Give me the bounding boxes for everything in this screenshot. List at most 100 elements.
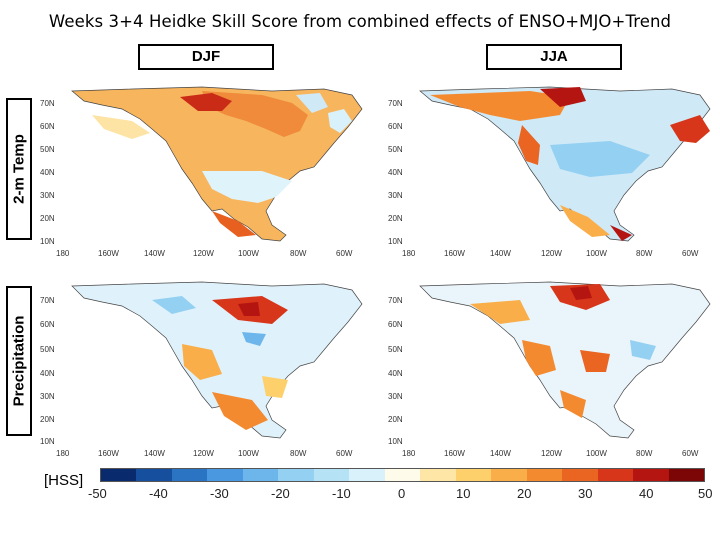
lat-tick-60n-right-bottom: 60N — [388, 320, 403, 329]
lat-tick-70n-left-top: 70N — [40, 99, 55, 108]
lon-tick-180-bottom-left: 180 — [56, 449, 70, 458]
lat-tick-20n-right-bottom: 20N — [388, 415, 403, 424]
lat-tick-50n-left-top: 50N — [40, 145, 55, 154]
lat-tick-20n-left-bottom: 20N — [40, 415, 55, 424]
colorbar-swatch-1 — [136, 469, 172, 481]
lon-tick-160w-top-right: 160W — [444, 249, 465, 258]
colorbar-swatch-11 — [491, 469, 527, 481]
lat-tick-50n-right-top: 50N — [388, 145, 403, 154]
map-precip-djf — [62, 280, 366, 440]
lat-tick-70n-right-bottom: 70N — [388, 296, 403, 305]
lat-tick-70n-left-bottom: 70N — [40, 296, 55, 305]
lon-tick-140w-top-left: 140W — [144, 249, 165, 258]
lon-tick-160w-bottom-right: 160W — [444, 449, 465, 458]
colorbar-swatch-3 — [207, 469, 243, 481]
season-label-djf: DJF — [138, 44, 274, 70]
lat-tick-50n-right-bottom: 50N — [388, 345, 403, 354]
colorbar-tick-10: 10 — [456, 486, 471, 501]
colorbar-tick-40: 40 — [639, 486, 654, 501]
lon-tick-80w-top-right: 80W — [636, 249, 653, 258]
map-precip-djf-svg — [71, 281, 363, 439]
map-temp-jja — [410, 85, 714, 242]
lat-tick-60n-left-bottom: 60N — [40, 320, 55, 329]
lon-tick-120w-top-left: 120W — [193, 249, 214, 258]
lat-tick-60n-right-top: 60N — [388, 122, 403, 131]
page-title: Weeks 3+4 Heidke Skill Score from combin… — [48, 12, 672, 31]
colorbar-swatch-16 — [668, 469, 704, 481]
lat-tick-40n-right-top: 40N — [388, 168, 403, 177]
row-label-temp: 2-m Temp — [6, 98, 32, 240]
lat-tick-30n-right-bottom: 30N — [388, 392, 403, 401]
lon-tick-60w-bottom-left: 60W — [336, 449, 353, 458]
colorbar-swatch-2 — [171, 469, 208, 481]
colorbar-tick-30: 30 — [578, 486, 593, 501]
lon-tick-180-top-left: 180 — [56, 249, 70, 258]
lon-tick-100w-top-left: 100W — [238, 249, 259, 258]
lon-tick-120w-bottom-left: 120W — [193, 449, 214, 458]
lat-tick-70n-right-top: 70N — [388, 99, 403, 108]
lat-tick-10n-right-bottom: 10N — [388, 437, 403, 446]
row-label-precip: Precipitation — [6, 286, 32, 436]
lon-tick-180-top-right: 180 — [402, 249, 416, 258]
map-temp-jja-svg — [419, 86, 711, 242]
colorbar-swatch-9 — [420, 469, 456, 481]
colorbar-tick--20: -20 — [271, 486, 290, 501]
lon-tick-120w-top-right: 120W — [541, 249, 562, 258]
lon-tick-140w-top-right: 140W — [490, 249, 511, 258]
map-precip-jja-svg — [419, 281, 711, 439]
colorbar-swatch-0 — [101, 469, 137, 481]
lat-tick-40n-left-bottom: 40N — [40, 369, 55, 378]
lon-tick-60w-top-left: 60W — [336, 249, 353, 258]
row-label-precip-text: Precipitation — [10, 315, 28, 407]
lat-tick-20n-left-top: 20N — [40, 214, 55, 223]
colorbar-swatch-4 — [242, 469, 279, 481]
lon-tick-140w-bottom-right: 140W — [490, 449, 511, 458]
lon-tick-80w-top-left: 80W — [290, 249, 307, 258]
map-precip-jja — [410, 280, 714, 440]
lon-tick-60w-top-right: 60W — [682, 249, 699, 258]
lon-tick-100w-bottom-right: 100W — [586, 449, 607, 458]
colorbar-swatch-12 — [526, 469, 563, 481]
lat-tick-30n-right-top: 30N — [388, 191, 403, 200]
lat-tick-10n-left-bottom: 10N — [40, 437, 55, 446]
lat-tick-40n-right-bottom: 40N — [388, 369, 403, 378]
lat-tick-20n-right-top: 20N — [388, 214, 403, 223]
colorbar-swatch-10 — [455, 469, 492, 481]
row-label-temp-text: 2-m Temp — [10, 134, 28, 204]
lon-tick-60w-bottom-right: 60W — [682, 449, 699, 458]
season-label-jja: JJA — [486, 44, 622, 70]
colorbar-tick-50: 50 — [698, 486, 713, 501]
lat-tick-40n-left-top: 40N — [40, 168, 55, 177]
colorbar-swatch-13 — [562, 469, 598, 481]
colorbar-swatch-8 — [384, 469, 421, 481]
map-temp-djf — [62, 85, 366, 242]
lat-tick-30n-left-top: 30N — [40, 191, 55, 200]
colorbar-tick-20: 20 — [517, 486, 532, 501]
lon-tick-160w-top-left: 160W — [98, 249, 119, 258]
lon-tick-100w-bottom-left: 100W — [238, 449, 259, 458]
lat-tick-50n-left-bottom: 50N — [40, 345, 55, 354]
colorbar-unit-label: [HSS] — [44, 472, 84, 489]
colorbar-tick--40: -40 — [149, 486, 168, 501]
lon-tick-80w-bottom-right: 80W — [636, 449, 653, 458]
colorbar-swatch-15 — [633, 469, 669, 481]
lon-tick-80w-bottom-left: 80W — [290, 449, 307, 458]
lon-tick-180-bottom-right: 180 — [402, 449, 416, 458]
colorbar — [100, 468, 705, 482]
colorbar-swatch-14 — [597, 469, 634, 481]
lat-tick-10n-left-top: 10N — [40, 237, 55, 246]
lon-tick-160w-bottom-left: 160W — [98, 449, 119, 458]
colorbar-swatch-7 — [349, 469, 385, 481]
lat-tick-10n-right-top: 10N — [388, 237, 403, 246]
lon-tick-140w-bottom-left: 140W — [144, 449, 165, 458]
map-temp-djf-svg — [71, 86, 363, 242]
colorbar-swatch-5 — [278, 469, 314, 481]
colorbar-tick--50: -50 — [88, 486, 107, 501]
lat-tick-30n-left-bottom: 30N — [40, 392, 55, 401]
colorbar-swatch-6 — [313, 469, 350, 481]
lon-tick-120w-bottom-right: 120W — [541, 449, 562, 458]
colorbar-tick-0: 0 — [398, 486, 406, 501]
lat-tick-60n-left-top: 60N — [40, 122, 55, 131]
colorbar-tick--10: -10 — [332, 486, 351, 501]
colorbar-tick--30: -30 — [210, 486, 229, 501]
